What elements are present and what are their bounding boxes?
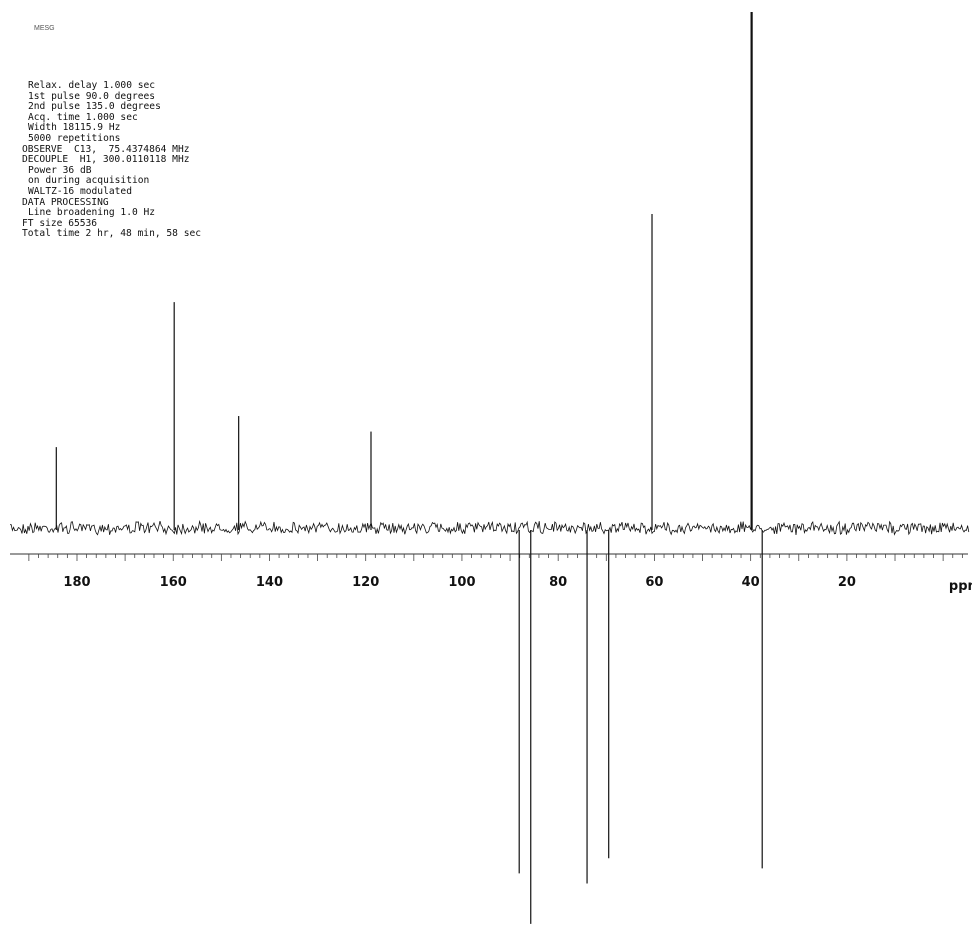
parameter-line: FT size 65536 <box>22 217 98 229</box>
parameter-line: Line broadening 1.0 Hz <box>28 207 156 219</box>
x-axis-unit-label: ppm <box>949 579 972 594</box>
tick-label: 60 <box>645 575 663 590</box>
parameter-line: 2nd pulse 135.0 degrees <box>28 101 161 113</box>
parameter-line: 1st pulse 90.0 degrees <box>28 90 156 102</box>
parameter-line: DATA PROCESSING <box>22 196 109 208</box>
acquisition-parameters: Relax. delay 1.000 sec 1st pulse 90.0 deg… <box>22 80 202 240</box>
tick-label: 160 <box>160 575 187 590</box>
parameter-line: OBSERVE C13, 75.4374864 MHz <box>22 143 190 155</box>
parameter-line: Width 18115.9 Hz <box>28 122 121 134</box>
sample-id-label: MESG <box>34 25 55 32</box>
parameter-line: Relax. delay 1.000 sec <box>28 80 156 91</box>
tick-label: 180 <box>63 575 90 590</box>
parameter-line: WALTZ-16 modulated <box>28 185 132 197</box>
parameter-line: Acq. time 1.000 sec <box>28 111 138 123</box>
tick-label: 40 <box>742 575 760 590</box>
tick-label: 80 <box>549 575 567 590</box>
parameter-line: Total time 2 hr, 48 min, 58 sec <box>22 228 202 240</box>
parameter-line: DECOUPLE H1, 300.0110118 MHz <box>22 154 190 166</box>
tick-label: 100 <box>448 575 475 590</box>
ppm-axis: 180 160 140 120 100 80 60 40 20 ppm <box>10 553 972 594</box>
tick-label: 140 <box>256 575 283 590</box>
parameter-line: Power 36 dB <box>28 164 92 176</box>
spectrum-peaks <box>55 12 763 924</box>
parameter-line: 5000 repetitions <box>28 132 121 144</box>
spectrum-baseline-trace <box>10 519 970 536</box>
tick-label: 20 <box>838 575 856 590</box>
tick-label: 120 <box>352 575 379 590</box>
parameter-line: on during acquisition <box>28 175 150 187</box>
